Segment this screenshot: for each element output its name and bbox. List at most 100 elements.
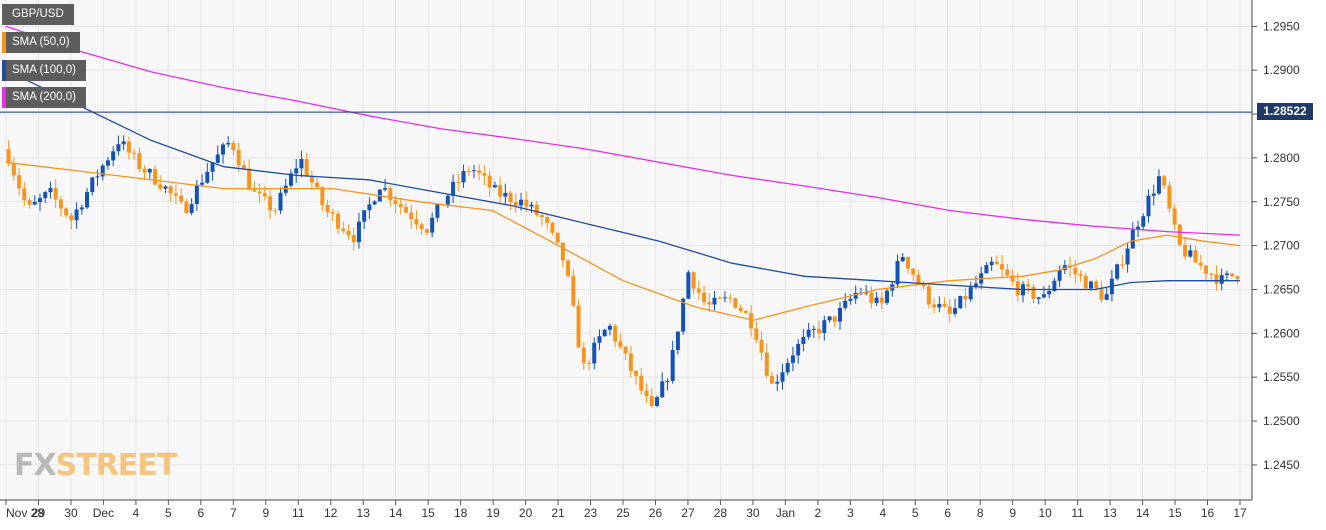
candle-bearish xyxy=(1230,273,1235,277)
candle-bullish xyxy=(790,355,795,363)
candle-bearish xyxy=(749,313,754,329)
candle-bearish xyxy=(581,347,586,363)
candle-bearish xyxy=(623,346,628,354)
candle-bearish xyxy=(27,200,32,205)
candle-bullish xyxy=(953,308,958,314)
candle-bearish xyxy=(764,352,769,376)
candle-bearish xyxy=(404,206,409,213)
candle-bearish xyxy=(628,353,633,371)
candle-bearish xyxy=(879,297,884,303)
candle-bearish xyxy=(173,193,178,196)
candle-bullish xyxy=(1219,275,1224,284)
x-tick-label: 25 xyxy=(616,506,630,520)
candles xyxy=(6,135,1240,408)
y-tick-label: 1.2950 xyxy=(1263,19,1300,33)
candle-bullish xyxy=(32,201,37,205)
candle-bearish xyxy=(832,316,837,322)
candle-bullish xyxy=(37,198,42,202)
grid xyxy=(0,0,1252,500)
candle-bearish xyxy=(498,185,503,197)
x-tick-label: 6 xyxy=(197,506,204,520)
candle-bullish xyxy=(843,300,848,308)
candle-bearish xyxy=(252,189,257,192)
candle-bearish xyxy=(1026,284,1031,287)
candle-bearish xyxy=(942,303,947,307)
candle-bullish xyxy=(100,165,105,177)
candle-bullish xyxy=(210,162,215,172)
candle-bearish xyxy=(341,228,346,231)
candle-bearish xyxy=(911,268,916,275)
candle-bullish xyxy=(660,381,665,398)
candle-bearish xyxy=(58,199,63,209)
sma-100-line xyxy=(5,69,1240,291)
x-tick-label: 21 xyxy=(551,506,565,520)
candle-bullish xyxy=(362,210,367,222)
candle-bearish xyxy=(409,212,414,220)
y-tick-label: 1.2900 xyxy=(1263,63,1300,77)
candle-bearish xyxy=(336,213,341,229)
candle-bearish xyxy=(770,375,775,384)
candle-bearish xyxy=(1031,286,1036,299)
candle-bearish xyxy=(696,288,701,293)
candle-bullish xyxy=(111,151,116,161)
candle-bearish xyxy=(320,187,325,205)
candle-bullish xyxy=(785,362,790,373)
candle-bearish xyxy=(618,341,623,347)
candle-bearish xyxy=(315,182,320,188)
candle-bullish xyxy=(837,307,842,322)
x-tick-label: 3 xyxy=(847,506,854,520)
candle-bearish xyxy=(1078,274,1083,276)
legend-item-sma50[interactable]: SMA (50,0) xyxy=(2,32,80,53)
candle-bearish xyxy=(477,170,482,174)
candle-bearish xyxy=(728,297,733,299)
candle-bullish xyxy=(163,186,168,189)
candle-bullish xyxy=(874,297,879,303)
candle-bullish xyxy=(937,303,942,308)
candle-bearish xyxy=(241,165,246,169)
candle-bullish xyxy=(681,298,686,332)
x-tick-label: 20 xyxy=(519,506,533,520)
candle-bearish xyxy=(487,175,492,188)
candle-bearish xyxy=(1198,262,1203,266)
candle-bearish xyxy=(424,229,429,233)
candle-bearish xyxy=(707,302,712,305)
x-tick-label: 4 xyxy=(133,506,140,520)
candle-bullish xyxy=(288,173,293,186)
candle-bearish xyxy=(613,325,618,342)
candle-bullish xyxy=(597,336,602,343)
candle-bullish xyxy=(968,287,973,300)
x-tick-label: 7 xyxy=(230,506,237,520)
legend-item-gbpusd[interactable]: GBP/USD xyxy=(2,4,74,25)
candle-bearish xyxy=(231,142,236,151)
candle-bearish xyxy=(142,169,147,173)
candle-bullish xyxy=(1151,193,1156,196)
candle-bullish xyxy=(147,169,152,173)
candle-bearish xyxy=(262,193,267,197)
legend-label: GBP/USD xyxy=(6,4,74,25)
candle-bullish xyxy=(1125,248,1130,265)
candle-bullish xyxy=(973,283,978,288)
candle-bearish xyxy=(691,272,696,289)
candle-bearish xyxy=(1167,185,1172,209)
y-tick-label: 1.2550 xyxy=(1263,370,1300,384)
candle-bullish xyxy=(1156,176,1161,194)
candle-bearish xyxy=(309,175,314,183)
legend-label: SMA (200,0) xyxy=(6,87,86,108)
candle-bullish xyxy=(1136,226,1141,230)
candle-bearish xyxy=(69,215,74,221)
candle-bullish xyxy=(471,170,476,172)
legend-item-sma200[interactable]: SMA (200,0) xyxy=(2,87,86,108)
candle-bearish xyxy=(126,141,131,153)
candle-bearish xyxy=(963,296,968,300)
candle-bullish xyxy=(780,372,785,382)
candle-bearish xyxy=(325,204,330,213)
candle-bullish xyxy=(200,182,205,185)
candle-bullish xyxy=(602,329,607,337)
x-tick-label: 26 xyxy=(649,506,663,520)
x-tick-label: 5 xyxy=(912,506,919,520)
candle-bearish xyxy=(1000,264,1005,270)
watermark-fx: FX xyxy=(14,448,57,483)
legend-item-sma100[interactable]: SMA (100,0) xyxy=(2,60,86,81)
x-tick-label: 13 xyxy=(357,506,371,520)
